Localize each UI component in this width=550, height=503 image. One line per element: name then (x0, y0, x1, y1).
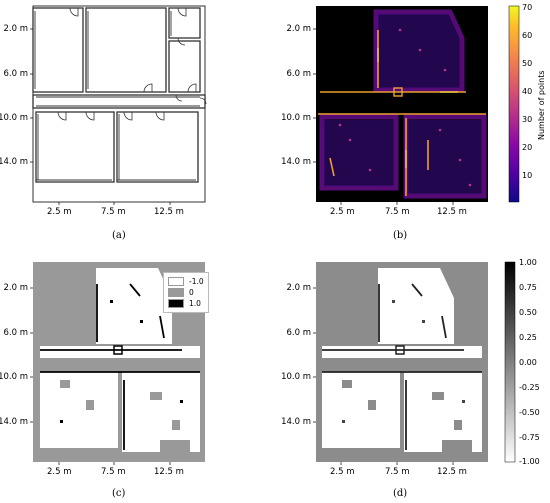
legend-item: 0 (168, 287, 204, 298)
colorbar-tick: -0.50 (519, 408, 540, 417)
y-tick: 6.0 m (3, 328, 29, 338)
y-tick: 2.0 m (3, 24, 29, 34)
colorbar-tick: 0.50 (519, 308, 537, 317)
x-tick: 7.5 m (385, 207, 410, 217)
y-tick: 10.0 m (281, 113, 311, 123)
x-tick: 2.5 m (330, 467, 355, 477)
legend-item: 1.0 (168, 298, 204, 309)
legend-label: -1.0 (189, 277, 204, 286)
y-tick: 6.0 m (286, 69, 312, 79)
y-tick: 14.0 m (0, 417, 28, 427)
colorbar-tick: 50 (522, 59, 533, 68)
colorbar-tick: 60 (522, 31, 533, 40)
colorbar-tick: 40 (522, 87, 533, 96)
y-tick: 6.0 m (286, 328, 312, 338)
y-tick: 14.0 m (0, 157, 28, 167)
legend-label: 1.0 (189, 299, 201, 308)
y-tick: 14.0 m (281, 417, 311, 427)
legend-swatch (168, 299, 184, 308)
legend-swatch (168, 288, 184, 297)
colorbar-tick: 70 (522, 3, 533, 12)
y-tick: 14.0 m (281, 157, 311, 167)
y-tick: 2.0 m (286, 24, 312, 34)
colorbar-tick: 30 (522, 115, 533, 124)
x-tick: 7.5 m (385, 467, 410, 477)
colorbar-tick: -1.00 (519, 457, 540, 466)
x-tick: 12.5 m (154, 207, 184, 217)
caption-c: (c) (112, 488, 126, 499)
legend-label: 0 (189, 288, 194, 297)
x-tick: 12.5 m (154, 467, 184, 477)
colorbar-tick: 10 (522, 171, 533, 180)
x-tick: 2.5 m (47, 467, 72, 477)
y-tick: 10.0 m (0, 372, 28, 382)
colorbar-tick: -0.75 (519, 433, 540, 442)
colorbar-tick: 0.75 (519, 283, 537, 292)
caption-a: (a) (112, 230, 126, 241)
caption-d: (d) (393, 488, 408, 499)
legend: -1.0 0 1.0 (163, 272, 209, 313)
x-tick: 2.5 m (47, 207, 72, 217)
colorbar-tick: -0.25 (519, 383, 540, 392)
x-tick: 12.5 m (437, 467, 467, 477)
x-tick: 7.5 m (101, 467, 126, 477)
colorbar-d (504, 261, 516, 463)
legend-swatch (168, 277, 184, 286)
y-tick: 10.0 m (0, 113, 28, 123)
y-tick: 2.0 m (286, 283, 312, 293)
caption-b: (b) (393, 230, 408, 241)
colorbar-tick: 20 (522, 143, 533, 152)
y-tick: 2.0 m (3, 283, 29, 293)
colorbar-tick: 0.25 (519, 333, 537, 342)
y-tick: 10.0 m (281, 372, 311, 382)
legend-item: -1.0 (168, 276, 204, 287)
y-tick: 6.0 m (3, 69, 29, 79)
colorbar-b (508, 5, 520, 203)
colorbar-tick: 0.00 (519, 358, 537, 367)
colorbar-tick: 1.00 (519, 258, 537, 267)
x-tick: 7.5 m (101, 207, 126, 217)
x-tick: 12.5 m (437, 207, 467, 217)
x-tick: 2.5 m (330, 207, 355, 217)
